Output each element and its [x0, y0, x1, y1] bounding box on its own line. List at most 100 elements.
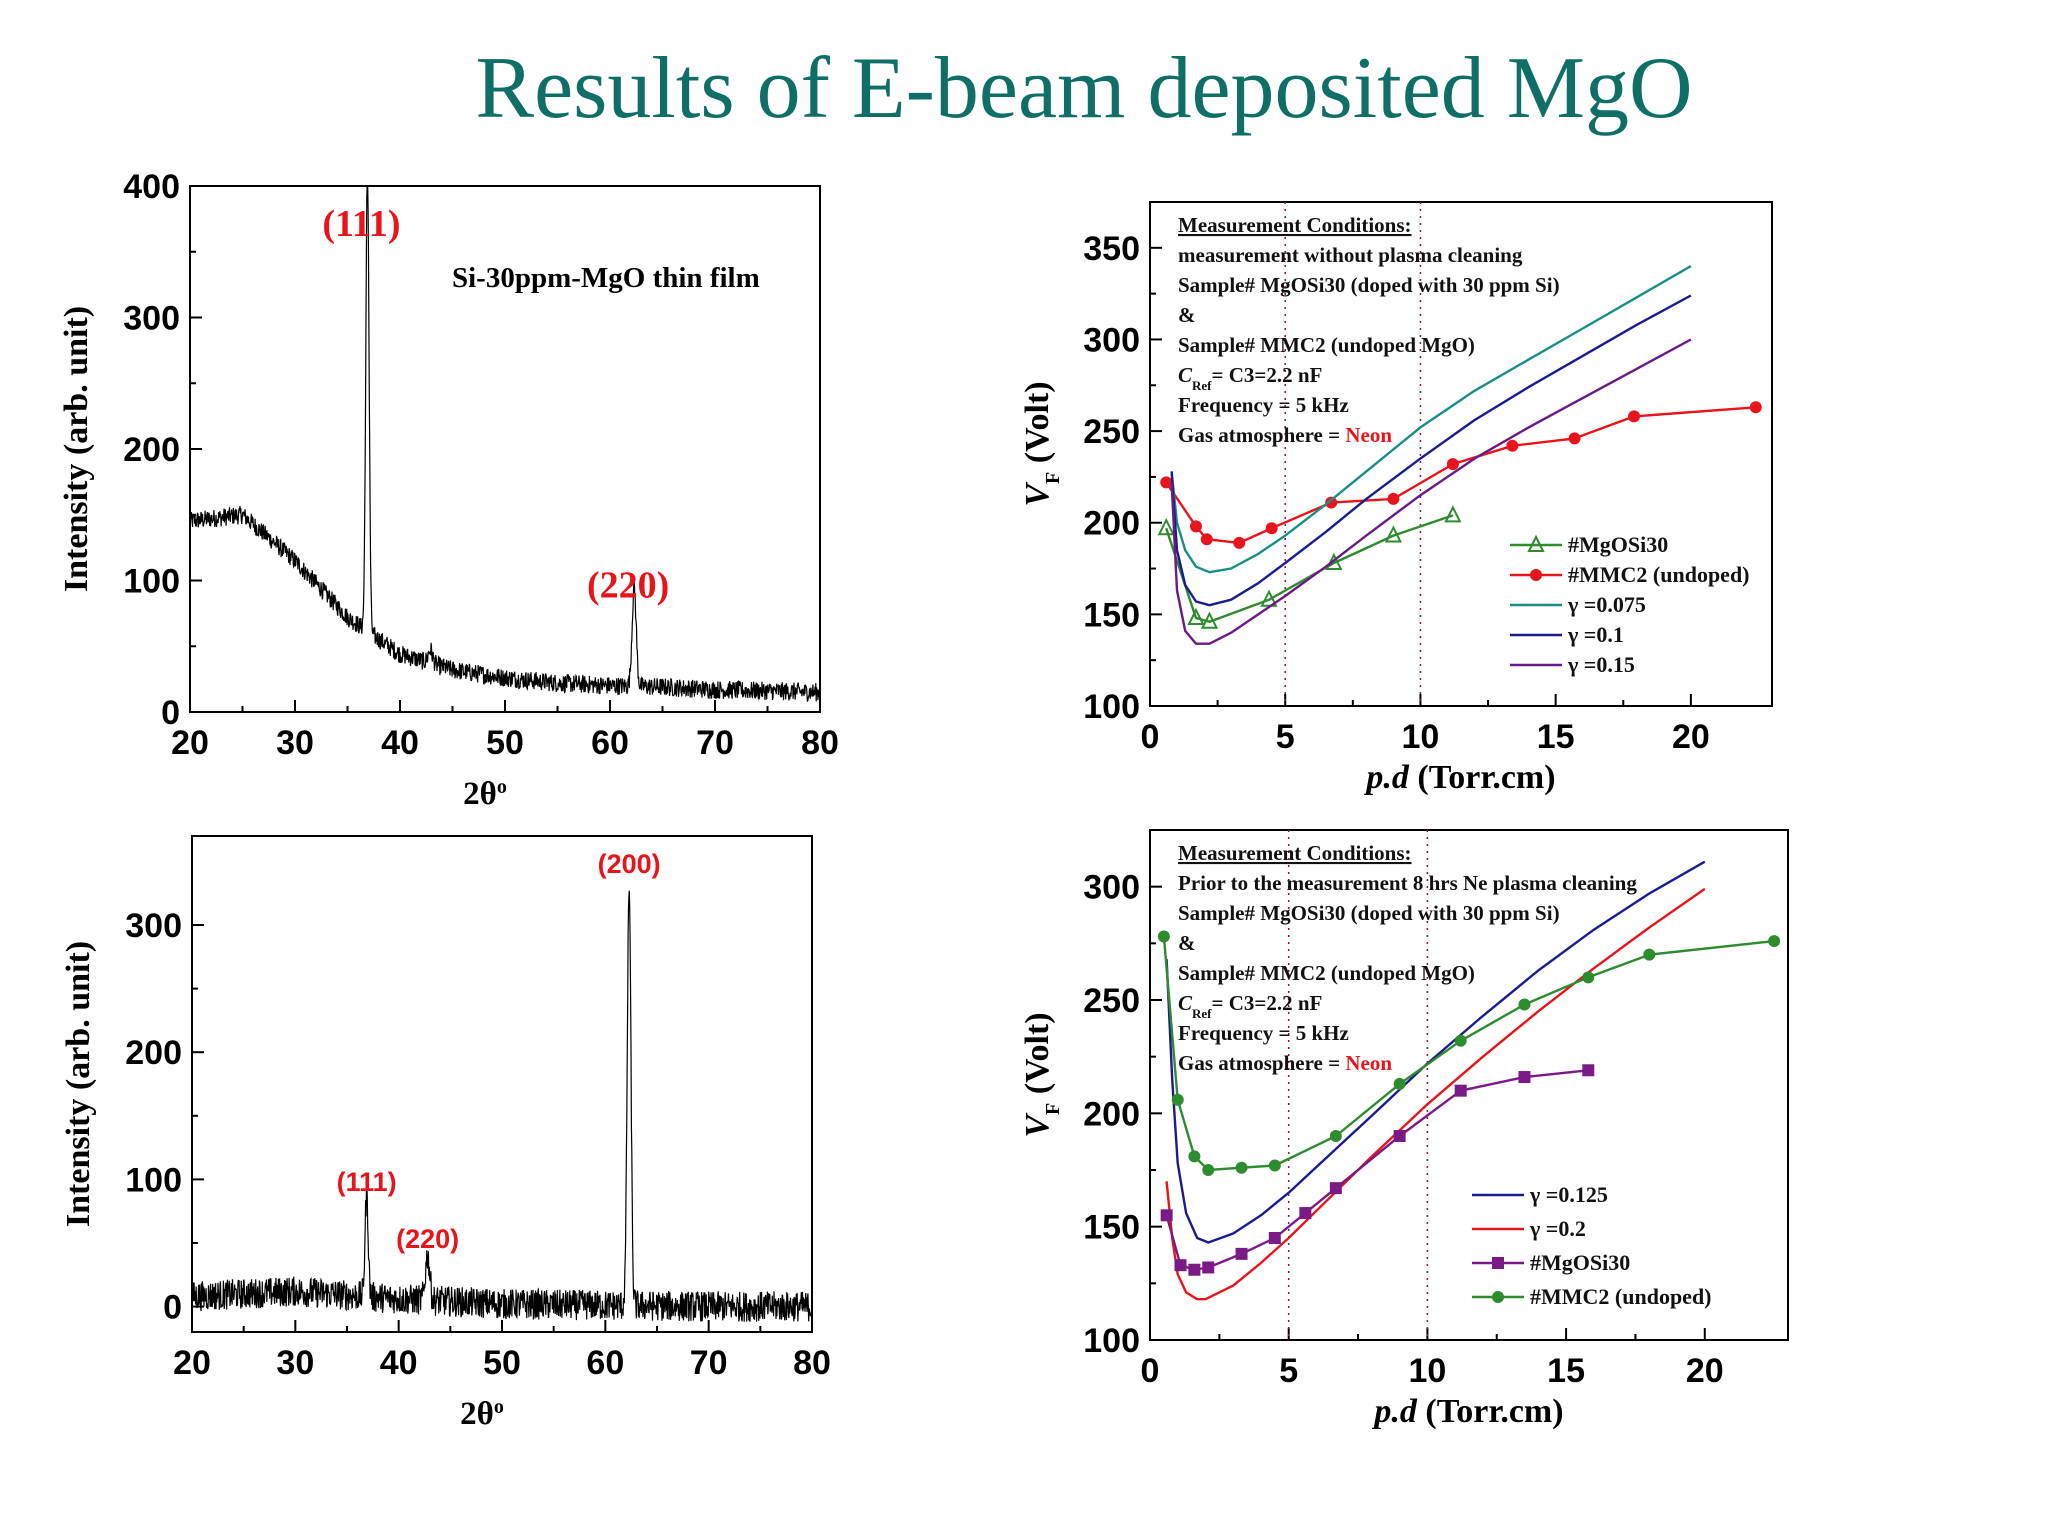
plot-frame: [1149, 201, 1773, 707]
data-point-circle: [1265, 522, 1278, 535]
conditions-line: Sample# MgOSi30 (doped with 30 ppm Si): [1178, 273, 1560, 297]
series-line: [1170, 338, 1692, 645]
y-tick-label: 300: [125, 907, 182, 945]
legend-label: #MMC2 (undoped): [1568, 562, 1750, 587]
peak-label: (111): [337, 1167, 397, 1197]
x-tick-label: 0: [1141, 1352, 1160, 1390]
x-tick-label: 60: [591, 724, 629, 762]
series-line: [1165, 514, 1454, 623]
data-point-circle: [1446, 458, 1459, 471]
conditions-heading: Measurement Conditions:: [1178, 213, 1412, 237]
data-point-circle: [1329, 1130, 1342, 1142]
data-point-circle: [1200, 533, 1213, 546]
y-tick-label: 0: [161, 694, 180, 732]
cref-sub: Ref: [1192, 1006, 1212, 1021]
cref-rest: = C3=2.2 nF: [1212, 991, 1323, 1015]
y-axis-label-main: V: [1019, 482, 1056, 507]
data-point-square: [1393, 1130, 1406, 1142]
x-tick-label: 10: [1408, 1352, 1446, 1390]
data-point-circle: [1235, 1161, 1248, 1174]
data-point-circle: [1568, 432, 1581, 445]
x-axis-label: p.d (Torr.cm): [1371, 1393, 1563, 1430]
series-γ =0.125: [1165, 860, 1706, 1244]
data-point-square: [1582, 1064, 1595, 1077]
y-tick-label: 100: [125, 1161, 182, 1199]
y-tick-label: 250: [1083, 413, 1140, 451]
data-point-square: [1174, 1259, 1187, 1272]
y-tick-label: 200: [1083, 505, 1140, 543]
xrd-chart-xrd2: 20 30 40 50 60 70 80 0 100 200 300 (111) (220) (200) 2…: [60, 835, 831, 1432]
data-point-circle: [1518, 998, 1531, 1011]
legend-entry: γ =0.2: [1472, 1216, 1586, 1241]
legend-label: #MgOSi30: [1568, 532, 1668, 557]
x-tick-label: 70: [696, 724, 734, 762]
y-axis-label-sub: F: [1042, 472, 1064, 484]
data-point-square: [1202, 1261, 1215, 1274]
conditions-gas: Gas atmosphere = Neon: [1178, 1051, 1392, 1075]
x-axis-label-main: p.d: [1363, 759, 1410, 796]
data-point-square: [1299, 1207, 1312, 1220]
y-tick-label: 200: [123, 431, 180, 469]
plot-frame: [1149, 829, 1789, 1341]
cref-main: C: [1178, 991, 1193, 1015]
conditions-gas: Gas atmosphere = Neon: [1178, 423, 1392, 447]
series-line: [1165, 1069, 1589, 1271]
y-tick-label: 100: [1083, 688, 1140, 726]
y-tick-label: 200: [125, 1034, 182, 1072]
peak-label: (111): [322, 203, 400, 245]
x-tick-label: 20: [1672, 718, 1710, 756]
peak-label: (220): [396, 1224, 459, 1254]
data-point-triangle: [1157, 517, 1175, 536]
legend-label: γ =0.2: [1529, 1216, 1586, 1241]
y-tick-label: 200: [1083, 1095, 1140, 1133]
y-axis-label: Intensity (arb. unit): [60, 941, 97, 1227]
y-axis-label-rest: (Volt): [1019, 381, 1056, 471]
series-γ =0.2: [1165, 887, 1706, 1301]
data-point-square: [1329, 1182, 1342, 1195]
peak-label: (220): [587, 564, 669, 606]
x-tick-label: 30: [276, 1344, 314, 1382]
series-line: [1170, 294, 1692, 607]
data-point-square: [1268, 1232, 1281, 1244]
x-tick-label: 60: [586, 1344, 624, 1382]
x-tick-label: 5: [1276, 718, 1295, 756]
conditions-frequency: Frequency = 5 kHz: [1178, 1021, 1349, 1045]
data-point-square: [1454, 1084, 1467, 1097]
y-axis-label: Intensity (arb. unit): [58, 306, 95, 592]
data-point-circle: [1171, 1093, 1184, 1106]
legend-label: γ =0.125: [1529, 1182, 1608, 1207]
y-axis-label-sub: F: [1042, 1103, 1064, 1115]
legend-entry: γ =0.075: [1510, 592, 1646, 617]
legend-entry: γ =0.1: [1510, 622, 1624, 647]
x-axis-label: p.d (Torr.cm): [1363, 759, 1555, 796]
x-tick-label: 20: [171, 724, 209, 762]
y-tick-label: 100: [123, 563, 180, 601]
data-point-square: [1492, 1257, 1504, 1269]
x-tick-label: 80: [793, 1344, 831, 1382]
x-axis-label: 2θo: [460, 1396, 504, 1432]
y-tick-label: 100: [1083, 1322, 1140, 1360]
conditions-cref: CRef= C3=2.2 nF: [1178, 991, 1322, 1021]
x-tick-label: 0: [1141, 718, 1160, 756]
conditions-line: measurement without plasma cleaning: [1178, 243, 1523, 267]
series-γ =0.1: [1170, 294, 1692, 607]
data-point-circle: [1454, 1034, 1467, 1047]
data-point-triangle: [1527, 534, 1545, 552]
y-tick-label: 0: [163, 1289, 182, 1327]
conditions-line: &: [1178, 931, 1196, 955]
data-point-square: [1518, 1071, 1531, 1084]
series-#MMC2 (undoped): [1157, 930, 1781, 1176]
x-axis-label-sup: o: [497, 776, 507, 798]
y-tick-label: 250: [1083, 982, 1140, 1020]
conditions-line: Sample# MMC2 (undoped MgO): [1178, 333, 1475, 357]
conditions-frequency: Frequency = 5 kHz: [1178, 393, 1349, 417]
diffraction-trace: [189, 185, 821, 703]
x-tick-label: 15: [1537, 718, 1575, 756]
data-point-circle: [1768, 935, 1781, 948]
legend-label: #MMC2 (undoped): [1530, 1284, 1712, 1309]
data-point-circle: [1188, 1150, 1201, 1163]
cref-sub: Ref: [1192, 378, 1212, 393]
cref-rest: = C3=2.2 nF: [1212, 363, 1323, 387]
gas-prefix: Gas atmosphere =: [1178, 423, 1345, 447]
